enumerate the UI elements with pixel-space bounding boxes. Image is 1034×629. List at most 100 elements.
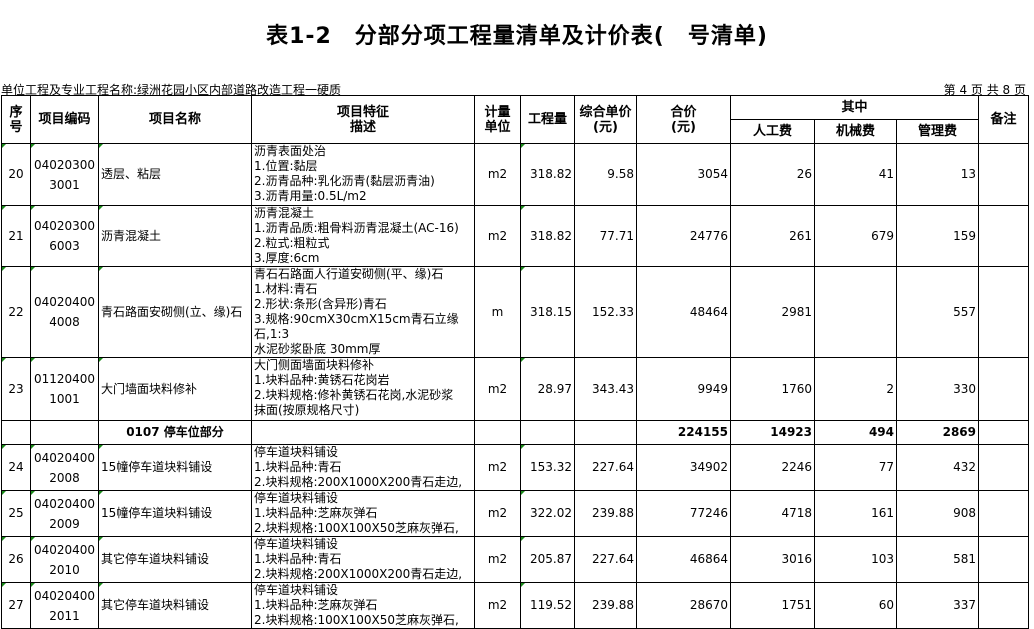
cell-unit-price[interactable]: 227.64	[574, 536, 637, 583]
cell-unit-price[interactable]: 227.64	[574, 444, 637, 491]
cell-code[interactable]: 011204001001	[30, 357, 99, 421]
cell-unit-price[interactable]	[574, 420, 637, 445]
cell-desc[interactable]	[251, 420, 475, 445]
cell-remark[interactable]	[978, 490, 1029, 537]
cell-seq[interactable]: 27	[1, 582, 31, 629]
cell-remark[interactable]	[978, 205, 1029, 267]
cell-unit[interactable]: m2	[474, 536, 521, 583]
cell-labor[interactable]: 2246	[730, 444, 815, 491]
cell-qty[interactable]: 318.15	[520, 266, 575, 358]
cell-unit[interactable]: m	[474, 266, 521, 358]
cell-unit-price[interactable]: 343.43	[574, 357, 637, 421]
cell-mgmt[interactable]: 13	[896, 143, 979, 206]
cell-remark[interactable]	[978, 266, 1029, 358]
cell-qty[interactable]	[520, 420, 575, 445]
cell-machine[interactable]: 679	[814, 205, 897, 267]
cell-qty[interactable]: 119.52	[520, 582, 575, 629]
cell-seq[interactable]: 25	[1, 490, 31, 537]
cell-name[interactable]: 0107 停车位部分	[98, 420, 252, 445]
cell-mgmt[interactable]: 908	[896, 490, 979, 537]
cell-name[interactable]: 沥青混凝土	[98, 205, 252, 267]
cell-machine[interactable]: 41	[814, 143, 897, 206]
cell-unit-price[interactable]: 77.71	[574, 205, 637, 267]
cell-mgmt[interactable]: 557	[896, 266, 979, 358]
cell-remark[interactable]	[978, 357, 1029, 421]
cell-qty[interactable]: 318.82	[520, 205, 575, 267]
cell-code[interactable]	[30, 420, 99, 445]
cell-name[interactable]: 透层、粘层	[98, 143, 252, 206]
cell-machine[interactable]: 2	[814, 357, 897, 421]
cell-machine[interactable]: 77	[814, 444, 897, 491]
cell-qty[interactable]: 318.82	[520, 143, 575, 206]
cell-code[interactable]: 040204002010	[30, 536, 99, 583]
cell-qty[interactable]: 205.87	[520, 536, 575, 583]
cell-seq[interactable]: 24	[1, 444, 31, 491]
cell-total[interactable]: 224155	[636, 420, 731, 445]
cell-code[interactable]: 040203006003	[30, 205, 99, 267]
cell-seq[interactable]	[1, 420, 31, 445]
cell-code[interactable]: 040204002009	[30, 490, 99, 537]
cell-mgmt[interactable]: 330	[896, 357, 979, 421]
cell-name[interactable]: 青石路面安砌侧(立、缘)石	[98, 266, 252, 358]
cell-labor[interactable]: 3016	[730, 536, 815, 583]
cell-mgmt[interactable]: 432	[896, 444, 979, 491]
cell-unit[interactable]: m2	[474, 143, 521, 206]
cell-total[interactable]: 24776	[636, 205, 731, 267]
cell-qty[interactable]: 153.32	[520, 444, 575, 491]
cell-unit[interactable]: m2	[474, 582, 521, 629]
cell-total[interactable]: 9949	[636, 357, 731, 421]
cell-unit-price[interactable]: 239.88	[574, 490, 637, 537]
cell-unit[interactable]: m2	[474, 357, 521, 421]
cell-seq[interactable]: 26	[1, 536, 31, 583]
cell-unit-price[interactable]: 9.58	[574, 143, 637, 206]
cell-name[interactable]: 其它停车道块料铺设	[98, 582, 252, 629]
cell-machine[interactable]: 161	[814, 490, 897, 537]
cell-total[interactable]: 34902	[636, 444, 731, 491]
cell-desc[interactable]: 沥青表面处治 1.位置:黏层 2.沥青品种:乳化沥青(黏层沥青油) 3.沥青用量…	[251, 143, 475, 206]
cell-qty[interactable]: 322.02	[520, 490, 575, 537]
cell-total[interactable]: 3054	[636, 143, 731, 206]
cell-mgmt[interactable]: 159	[896, 205, 979, 267]
cell-remark[interactable]	[978, 536, 1029, 583]
cell-unit[interactable]: m2	[474, 205, 521, 267]
cell-desc[interactable]: 停车道块料铺设 1.块料品种:青石 2.块料规格:200X1000X200青石走…	[251, 536, 475, 583]
cell-desc[interactable]: 青石石路面人行道安砌侧(平、缘)石 1.材料:青石 2.形状:条形(含异形)青石…	[251, 266, 475, 358]
cell-labor[interactable]: 1751	[730, 582, 815, 629]
cell-seq[interactable]: 22	[1, 266, 31, 358]
cell-remark[interactable]	[978, 444, 1029, 491]
cell-unit-price[interactable]: 239.88	[574, 582, 637, 629]
cell-machine[interactable]	[814, 266, 897, 358]
cell-code[interactable]: 040204004008	[30, 266, 99, 358]
cell-machine[interactable]: 103	[814, 536, 897, 583]
cell-labor[interactable]: 26	[730, 143, 815, 206]
cell-desc[interactable]: 大门侧面墙面块料修补 1.块料品种:黄锈石花岗岩 2.块料规格:修补黄锈石花岗,…	[251, 357, 475, 421]
cell-name[interactable]: 其它停车道块料铺设	[98, 536, 252, 583]
cell-desc[interactable]: 沥青混凝土 1.沥青品质:粗骨料沥青混凝土(AC-16) 2.粒式:粗粒式 3.…	[251, 205, 475, 267]
cell-unit[interactable]: m2	[474, 490, 521, 537]
cell-seq[interactable]: 21	[1, 205, 31, 267]
cell-seq[interactable]: 20	[1, 143, 31, 206]
cell-desc[interactable]: 停车道块料铺设 1.块料品种:芝麻灰弹石 2.块料规格:100X100X50芝麻…	[251, 490, 475, 537]
cell-machine[interactable]: 60	[814, 582, 897, 629]
cell-seq[interactable]: 23	[1, 357, 31, 421]
cell-labor[interactable]: 261	[730, 205, 815, 267]
cell-name[interactable]: 15幢停车道块料铺设	[98, 444, 252, 491]
cell-name[interactable]: 15幢停车道块料铺设	[98, 490, 252, 537]
cell-total[interactable]: 46864	[636, 536, 731, 583]
cell-code[interactable]: 040203003001	[30, 143, 99, 206]
cell-mgmt[interactable]: 337	[896, 582, 979, 629]
cell-remark[interactable]	[978, 420, 1029, 445]
cell-remark[interactable]	[978, 143, 1029, 206]
cell-labor[interactable]: 14923	[730, 420, 815, 445]
cell-name[interactable]: 大门墙面块料修补	[98, 357, 252, 421]
cell-total[interactable]: 48464	[636, 266, 731, 358]
cell-total[interactable]: 77246	[636, 490, 731, 537]
cell-desc[interactable]: 停车道块料铺设 1.块料品种:青石 2.块料规格:200X1000X200青石走…	[251, 444, 475, 491]
cell-unit-price[interactable]: 152.33	[574, 266, 637, 358]
cell-unit[interactable]: m2	[474, 444, 521, 491]
cell-unit[interactable]	[474, 420, 521, 445]
cell-labor[interactable]: 1760	[730, 357, 815, 421]
cell-mgmt[interactable]: 581	[896, 536, 979, 583]
cell-machine[interactable]: 494	[814, 420, 897, 445]
cell-mgmt[interactable]: 2869	[896, 420, 979, 445]
